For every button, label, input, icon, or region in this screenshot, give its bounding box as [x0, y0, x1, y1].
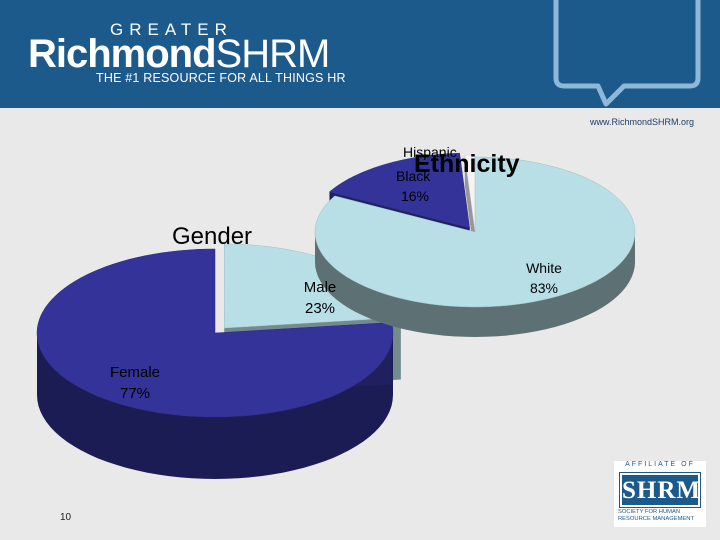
shrm-logo-box: SHRM	[619, 472, 701, 508]
greater-wordmark: GREATER	[110, 20, 233, 39]
speech-bubble-icon	[553, 0, 701, 107]
female-slice-value: 77%	[120, 385, 150, 402]
pie-slice-hispanic	[464, 154, 476, 231]
page-number: 10	[60, 512, 72, 523]
pie-slice-side-female	[37, 333, 393, 479]
affiliate-heading: AFFILIATE OF	[625, 461, 695, 468]
white-slice-label: White	[526, 260, 562, 276]
brand-name: Richmond	[28, 32, 217, 76]
shrm-logo-text: SHRM	[622, 477, 701, 504]
pie-slice-black	[328, 152, 470, 229]
website-url: www.RichmondSHRM.org	[589, 117, 694, 127]
pie-slice-side-white	[315, 232, 635, 337]
richmond-shrm-logo: RichmondSHRM	[28, 32, 331, 77]
pie-slice-female	[36, 248, 394, 418]
ethnicity-chart-title: Ethnicity	[414, 150, 520, 178]
female-slice-label: Female	[110, 364, 160, 381]
header-tagline: THE #1 RESOURCE FOR ALL THINGS HR	[96, 71, 346, 85]
shrm-affiliate-badge: AFFILIATE OF SHRM SOCIETY FOR HUMAN RESO…	[614, 461, 706, 527]
white-slice-value: 83%	[530, 280, 558, 296]
male-slice-value: 23%	[305, 300, 335, 317]
hispanic-slice-label: Hispanic	[403, 144, 457, 160]
black-slice-value: 16%	[401, 188, 429, 204]
header-banner: GREATER RichmondSHRM THE #1 RESOURCE FOR…	[0, 0, 720, 108]
brand-suffix: SHRM	[215, 32, 331, 76]
ethnicity-pie-chart	[314, 152, 636, 337]
affiliate-tagline: SOCIETY FOR HUMAN RESOURCE MANAGEMENT	[618, 509, 695, 522]
black-slice-label: Black	[396, 168, 431, 184]
gender-chart-title: Gender	[172, 223, 252, 250]
male-slice-label: Male	[304, 279, 337, 296]
pie-slice-white	[314, 156, 636, 308]
